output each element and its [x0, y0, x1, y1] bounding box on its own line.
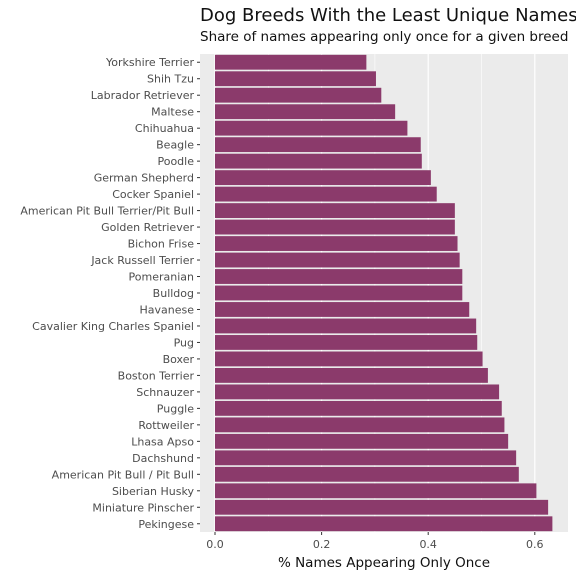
bar [215, 466, 519, 482]
y-tick-label: German Shepherd [94, 172, 194, 185]
x-tick-label: 0.4 [419, 538, 437, 551]
y-tick-label: Lhasa Apso [131, 435, 194, 448]
x-tick-label: 0.6 [526, 538, 544, 551]
x-axis-title: % Names Appearing Only Once [278, 555, 490, 571]
y-tick-label: Cocker Spaniel [112, 188, 194, 201]
y-tick-label: Rottweiler [138, 419, 194, 432]
y-tick-label: Maltese [151, 106, 194, 119]
y-tick-label: Boxer [163, 353, 195, 366]
bar [215, 104, 396, 120]
bar [215, 186, 437, 202]
chart-title: Dog Breeds With the Least Unique Names [200, 5, 576, 26]
y-tick-label: Siberian Husky [112, 485, 195, 498]
chart-subtitle: Share of names appearing only once for a… [200, 29, 569, 45]
bar [215, 367, 488, 383]
y-tick-label: Puggle [157, 402, 194, 415]
bar [215, 285, 463, 301]
bar [215, 302, 470, 317]
bar [215, 384, 500, 400]
y-tick-label: Golden Retriever [101, 221, 194, 234]
y-tick-label: Chihuahua [135, 122, 194, 135]
y-tick-label: Havanese [139, 303, 194, 316]
bar [215, 516, 553, 532]
y-tick-label: Labrador Retriever [91, 89, 195, 102]
y-tick-label: Schnauzer [136, 386, 194, 399]
y-tick-label: Dachshund [132, 452, 194, 465]
x-tick-label: 0.0 [206, 538, 224, 551]
y-tick-label: Shih Tzu [147, 73, 194, 86]
bar [215, 153, 422, 169]
y-tick-label: Beagle [156, 139, 194, 152]
y-tick-label: American Pit Bull / Pit Bull [52, 468, 194, 481]
bar [215, 203, 455, 219]
bar [215, 269, 463, 284]
y-tick-label: Bulldog [153, 287, 194, 300]
y-tick-label: American Pit Bull Terrier/Pit Bull [20, 205, 194, 218]
y-tick-label: Bichon Frise [128, 238, 195, 251]
bar [215, 483, 537, 499]
bar [215, 318, 477, 334]
bar [215, 351, 483, 367]
y-tick-label: Jack Russell Terrier [90, 254, 194, 267]
bar [215, 71, 376, 87]
y-tick-label: Poodle [157, 155, 194, 168]
y-tick-label: Cavalier King Charles Spaniel [32, 320, 194, 333]
y-tick-label: Pekingese [138, 518, 194, 531]
bar [215, 499, 549, 515]
bar [215, 87, 382, 103]
bar [215, 433, 509, 449]
y-tick-label: Pomeranian [129, 271, 194, 284]
y-tick-label: Miniature Pinscher [92, 501, 194, 514]
bar [215, 170, 431, 186]
bar [215, 120, 408, 136]
bar [215, 400, 502, 416]
bar [215, 219, 455, 235]
bar [215, 54, 367, 70]
bar [215, 335, 478, 350]
x-tick-label: 0.2 [313, 538, 331, 551]
bar [215, 252, 460, 268]
y-tick-label: Pug [174, 336, 194, 349]
bar [215, 236, 458, 251]
bar [215, 137, 421, 153]
y-tick-label: Boston Terrier [118, 369, 195, 382]
bar [215, 417, 505, 433]
y-tick-label: Yorkshire Terrier [105, 56, 194, 69]
bar [215, 450, 517, 466]
